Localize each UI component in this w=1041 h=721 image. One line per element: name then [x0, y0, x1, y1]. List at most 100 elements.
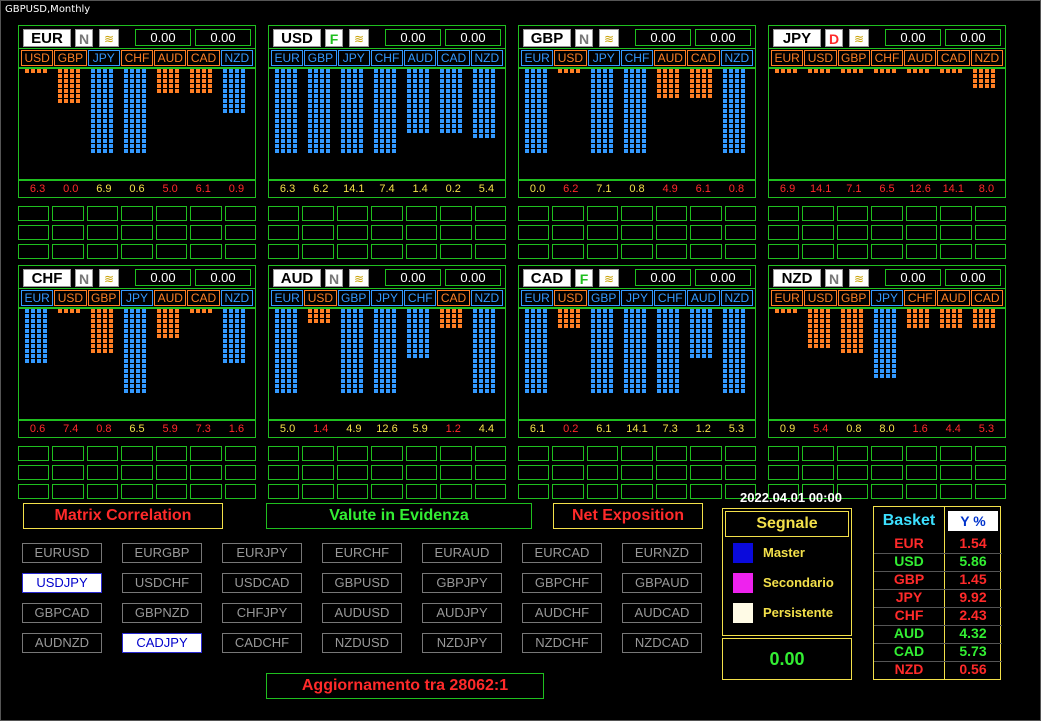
currency-chip-jpy[interactable]: JPY	[120, 290, 154, 306]
currency-chip-eur[interactable]: EUR	[771, 290, 804, 306]
zigzag-icon[interactable]: ≋	[349, 269, 369, 287]
currency-chip-jpy[interactable]: JPY	[587, 50, 620, 66]
currency-chip-cad[interactable]: CAD	[187, 50, 220, 66]
currency-chip-chf[interactable]: CHF	[870, 50, 904, 66]
pair-button-nzdjpy[interactable]: NZDJPY	[422, 633, 502, 653]
currency-chip-eur[interactable]: EUR	[271, 50, 304, 66]
currency-chip-eur[interactable]: EUR	[771, 50, 804, 66]
pair-button-eurjpy[interactable]: EURJPY	[222, 543, 302, 563]
pair-button-gbpcad[interactable]: GBPCAD	[22, 603, 102, 623]
currency-chip-usd[interactable]: USD	[21, 50, 54, 66]
currency-chip-jpy[interactable]: JPY	[87, 50, 120, 66]
zigzag-icon[interactable]: ≋	[599, 29, 619, 47]
currency-chip-nzd[interactable]: NZD	[220, 50, 253, 66]
pair-button-gbpjpy[interactable]: GBPJPY	[422, 573, 502, 593]
currency-chip-eur[interactable]: EUR	[271, 290, 304, 306]
pair-button-eurcad[interactable]: EURCAD	[522, 543, 602, 563]
pair-button-eurgbp[interactable]: EURGBP	[122, 543, 202, 563]
currency-chip-gbp[interactable]: GBP	[837, 50, 870, 66]
pair-button-cadchf[interactable]: CADCHF	[222, 633, 302, 653]
bar-segment	[341, 329, 365, 333]
currency-chip-usd[interactable]: USD	[554, 50, 587, 66]
pair-button-gbpaud[interactable]: GBPAUD	[622, 573, 702, 593]
currency-chip-aud[interactable]: AUD	[654, 50, 687, 66]
currency-chip-chf[interactable]: CHF	[654, 290, 687, 306]
currency-chip-aud[interactable]: AUD	[687, 290, 720, 306]
currency-chip-eur[interactable]: EUR	[521, 50, 554, 66]
currency-chip-nzd[interactable]: NZD	[720, 290, 753, 306]
currency-chip-aud[interactable]: AUD	[404, 50, 437, 66]
currency-chip-gbp[interactable]: GBP	[87, 290, 120, 306]
pair-button-gbpusd[interactable]: GBPUSD	[322, 573, 402, 593]
currency-chip-chf[interactable]: CHF	[120, 50, 154, 66]
pair-button-usdjpy[interactable]: USDJPY	[22, 573, 102, 593]
pair-button-eurnzd[interactable]: EURNZD	[622, 543, 702, 563]
currency-chip-cad[interactable]: CAD	[937, 50, 970, 66]
currency-chip-usd[interactable]: USD	[804, 50, 837, 66]
pair-button-audchf[interactable]: AUDCHF	[522, 603, 602, 623]
pair-button-nzdusd[interactable]: NZDUSD	[322, 633, 402, 653]
currency-chip-cad[interactable]: CAD	[437, 50, 470, 66]
matrix-correlation-button[interactable]: Matrix Correlation	[23, 503, 223, 529]
pair-button-audjpy[interactable]: AUDJPY	[422, 603, 502, 623]
currency-chip-jpy[interactable]: JPY	[370, 290, 404, 306]
currency-chip-aud[interactable]: AUD	[904, 50, 937, 66]
currency-chip-cad[interactable]: CAD	[437, 290, 470, 306]
currency-chip-aud[interactable]: AUD	[154, 290, 187, 306]
zigzag-icon[interactable]: ≋	[599, 269, 619, 287]
pair-button-cadjpy[interactable]: CADJPY	[122, 633, 202, 653]
currency-chip-usd[interactable]: USD	[804, 290, 837, 306]
pair-button-audnzd[interactable]: AUDNZD	[22, 633, 102, 653]
pair-button-usdcad[interactable]: USDCAD	[222, 573, 302, 593]
zigzag-icon[interactable]: ≋	[99, 29, 119, 47]
zigzag-icon[interactable]: ≋	[849, 269, 869, 287]
currency-chip-gbp[interactable]: GBP	[587, 290, 620, 306]
currency-chip-gbp[interactable]: GBP	[304, 50, 337, 66]
bar-segment	[374, 149, 398, 153]
valute-in-evidenza-button[interactable]: Valute in Evidenza	[266, 503, 532, 529]
currency-chip-nzd[interactable]: NZD	[970, 50, 1003, 66]
currency-chip-cad[interactable]: CAD	[187, 290, 220, 306]
currency-chip-chf[interactable]: CHF	[904, 290, 937, 306]
currency-chip-chf[interactable]: CHF	[620, 50, 654, 66]
pair-button-nzdcad[interactable]: NZDCAD	[622, 633, 702, 653]
currency-chip-jpy[interactable]: JPY	[620, 290, 654, 306]
currency-chip-nzd[interactable]: NZD	[220, 290, 253, 306]
currency-chip-gbp[interactable]: GBP	[837, 290, 870, 306]
currency-chip-aud[interactable]: AUD	[154, 50, 187, 66]
pair-button-audusd[interactable]: AUDUSD	[322, 603, 402, 623]
pair-button-eurchf[interactable]: EURCHF	[322, 543, 402, 563]
pair-button-gbpchf[interactable]: GBPCHF	[522, 573, 602, 593]
currency-chip-eur[interactable]: EUR	[521, 290, 554, 306]
pair-button-nzdchf[interactable]: NZDCHF	[522, 633, 602, 653]
pair-button-usdchf[interactable]: USDCHF	[122, 573, 202, 593]
currency-chip-jpy[interactable]: JPY	[337, 50, 370, 66]
pair-button-euraud[interactable]: EURAUD	[422, 543, 502, 563]
zigzag-icon[interactable]: ≋	[99, 269, 119, 287]
pair-button-chfjpy[interactable]: CHFJPY	[222, 603, 302, 623]
currency-chip-usd[interactable]: USD	[54, 290, 87, 306]
currency-chip-usd[interactable]: USD	[304, 290, 337, 306]
pair-button-gbpnzd[interactable]: GBPNZD	[122, 603, 202, 623]
bar-segment	[341, 99, 365, 103]
currency-chip-nzd[interactable]: NZD	[720, 50, 753, 66]
zigzag-icon[interactable]: ≋	[349, 29, 369, 47]
bar-segment	[874, 309, 898, 313]
currency-chip-eur[interactable]: EUR	[21, 290, 54, 306]
currency-chip-usd[interactable]: USD	[554, 290, 587, 306]
net-exposition-button[interactable]: Net Exposition	[553, 503, 703, 529]
zigzag-icon[interactable]: ≋	[849, 29, 869, 47]
currency-chip-gbp[interactable]: GBP	[54, 50, 87, 66]
currency-chip-nzd[interactable]: NZD	[470, 50, 503, 66]
currency-chip-chf[interactable]: CHF	[404, 290, 437, 306]
pair-button-audcad[interactable]: AUDCAD	[622, 603, 702, 623]
currency-chip-chf[interactable]: CHF	[370, 50, 404, 66]
currency-chip-nzd[interactable]: NZD	[470, 290, 503, 306]
currency-chip-aud[interactable]: AUD	[937, 290, 970, 306]
currency-chip-cad[interactable]: CAD	[687, 50, 720, 66]
grid-cell	[905, 446, 938, 461]
currency-chip-gbp[interactable]: GBP	[337, 290, 370, 306]
currency-chip-jpy[interactable]: JPY	[870, 290, 904, 306]
currency-chip-cad[interactable]: CAD	[970, 290, 1003, 306]
pair-button-eurusd[interactable]: EURUSD	[22, 543, 102, 563]
